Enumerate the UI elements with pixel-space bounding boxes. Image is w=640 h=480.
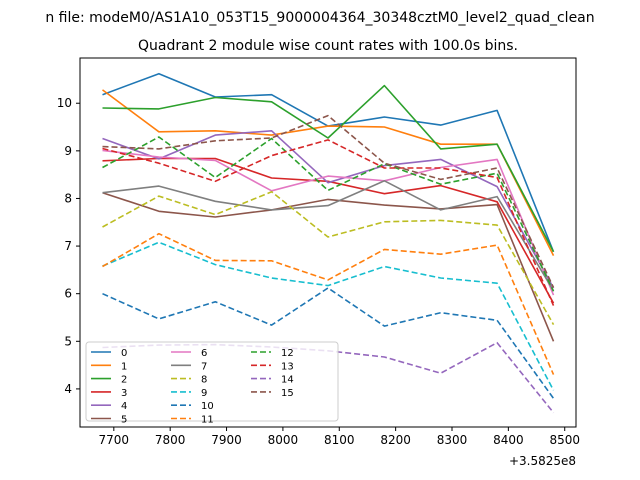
y-tick-label: 5	[64, 334, 72, 348]
y-tick-label: 10	[57, 96, 72, 110]
series-line-6	[102, 149, 555, 296]
series-line-11	[102, 232, 555, 375]
legend-label: 1	[121, 361, 127, 372]
x-tick-label: 8000	[268, 433, 299, 447]
figure-suptitle: n file: modeM0/AS1A10_053T15_9000004364_…	[45, 10, 594, 26]
x-tick-label: 8300	[437, 433, 468, 447]
series-line-7	[102, 180, 555, 292]
legend-label: 14	[281, 375, 294, 386]
series-line-5	[102, 191, 555, 342]
x-tick-label: 7900	[211, 433, 242, 447]
y-tick-label: 9	[64, 144, 72, 158]
legend-box	[85, 341, 339, 422]
axes-frame	[79, 57, 577, 428]
legend-label: 7	[201, 361, 207, 372]
x-axis-offset-label: +3.5825e8	[509, 454, 576, 468]
legend-label: 10	[201, 401, 214, 412]
y-axis: 4 5 6 7 8 9 10	[57, 96, 80, 396]
legend-label: 11	[201, 415, 214, 426]
series-line-15	[102, 114, 555, 288]
legend-label: 2	[121, 375, 127, 386]
legend-label: 3	[121, 388, 127, 399]
legend-label: 6	[201, 348, 207, 359]
legend-label: 15	[281, 388, 294, 399]
y-tick-label: 6	[64, 287, 72, 301]
legend-label: 12	[281, 348, 294, 359]
legend-label: 13	[281, 361, 294, 372]
legend-label: 9	[201, 388, 207, 399]
series-line-1	[102, 89, 555, 256]
x-tick-label: 8400	[493, 433, 524, 447]
series-line-2	[102, 84, 555, 253]
series-line-13	[102, 139, 555, 306]
legend-label: 8	[201, 375, 207, 386]
x-tick-label: 8100	[324, 433, 355, 447]
y-tick-label: 8	[64, 191, 72, 205]
legend-label: 0	[121, 348, 127, 359]
series-line-4	[102, 130, 555, 289]
y-tick-label: 7	[64, 239, 72, 253]
series-line-9	[102, 241, 555, 391]
x-tick-label: 7700	[99, 433, 130, 447]
y-tick-label: 4	[64, 382, 72, 396]
x-tick-label: 8200	[380, 433, 411, 447]
series-line-8	[102, 191, 555, 325]
legend-label: 5	[121, 415, 127, 426]
legend-label: 4	[121, 401, 127, 412]
chart-title: Quadrant 2 module wise count rates with …	[138, 38, 518, 54]
series-line-10	[102, 287, 555, 399]
x-tick-label: 7800	[155, 433, 186, 447]
x-axis: 7700 7800 7900 8000 8100 8200 8300 8400 8500	[99, 427, 580, 447]
x-tick-label: 8500	[549, 433, 580, 447]
